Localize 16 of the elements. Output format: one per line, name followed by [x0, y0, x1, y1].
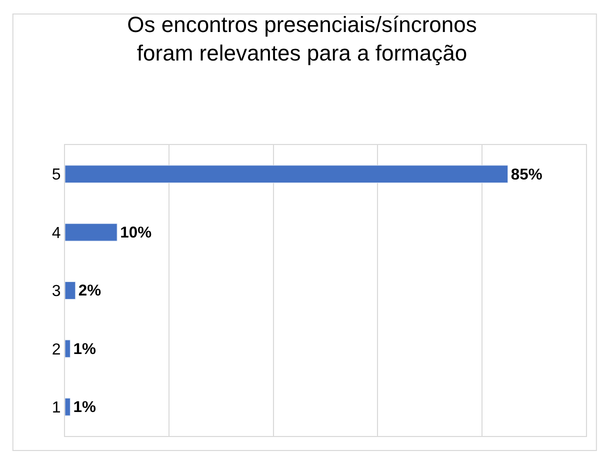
data-label: 2% — [78, 282, 102, 300]
chart-title: Os encontros presenciais/síncronos foram relevantes para a formação — [127, 12, 477, 66]
y-tick-label: 5 — [52, 166, 61, 184]
bar — [65, 340, 70, 358]
data-label: 85% — [510, 166, 542, 184]
y-tick-label: 1 — [52, 400, 61, 416]
y-tick-label: 4 — [52, 224, 61, 242]
y-tick-label: 2 — [52, 341, 61, 358]
y-tick-label: 3 — [52, 283, 61, 300]
bar — [65, 282, 76, 300]
bar — [65, 165, 508, 184]
data-label: 1% — [73, 340, 96, 358]
bar — [65, 223, 118, 242]
data-label: 1% — [73, 399, 96, 416]
bar — [65, 398, 70, 416]
data-label: 10% — [120, 224, 152, 242]
